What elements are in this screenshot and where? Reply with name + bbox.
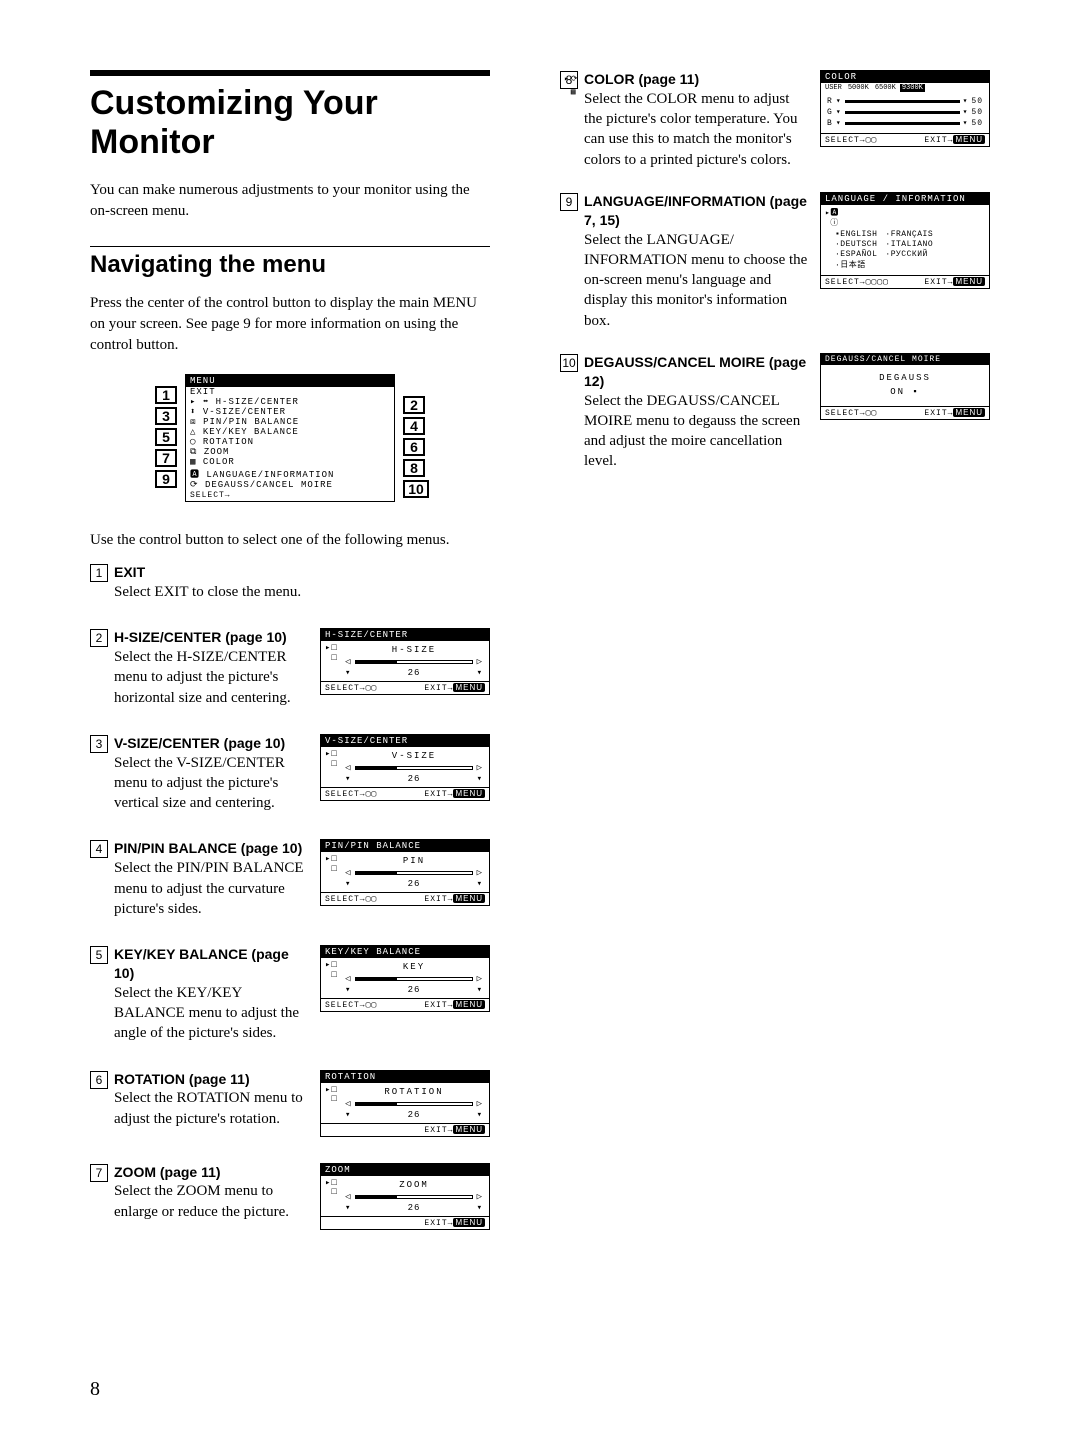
item-heading: PIN/PIN BALANCE (page 10)	[114, 839, 310, 858]
item-number: 4	[90, 840, 108, 858]
osd-title: H-SIZE/CENTER	[321, 629, 489, 641]
osd-title: KEY/KEY BALANCE	[321, 946, 489, 958]
main-menu-line: ◯ ROTATION	[186, 437, 394, 447]
item-heading: V-SIZE/CENTER (page 10)	[114, 734, 310, 753]
item-description: Select the ZOOM menu to enlarge or reduc…	[114, 1181, 310, 1222]
item-heading: EXIT	[114, 563, 490, 582]
item-heading: DEGAUSS/CANCEL MOIRE (page 12)	[584, 353, 808, 391]
callout-9: 9	[155, 470, 177, 488]
callout-7: 7	[155, 449, 177, 467]
osd-degauss: DEGAUSS/CANCEL MOIRE ▸⟳ ▦ DEGAUSS ON ▪ S…	[820, 353, 990, 420]
callout-3: 3	[155, 407, 177, 425]
main-menu-line: 🅰 LANGUAGE/INFORMATION	[186, 467, 394, 480]
item-heading: COLOR (page 11)	[584, 70, 808, 89]
item-number: 5	[90, 946, 108, 964]
item-description: Select the COLOR menu to adjust the pict…	[584, 89, 808, 170]
main-menu-line: ▦ COLOR	[186, 457, 394, 467]
osd-value: 26	[408, 668, 421, 678]
item-description: Select the PIN/PIN BALANCE menu to adjus…	[114, 858, 310, 919]
item-description: Select the H-SIZE/CENTER menu to adjust …	[114, 647, 310, 708]
callout-8: 8	[403, 459, 425, 477]
osd-language: LANGUAGE / INFORMATION ▸🅰 ⓘ ▪ENGLISH·DEU…	[820, 192, 990, 289]
callout-2: 2	[403, 396, 425, 414]
item-description: Select the LANGUAGE/ INFORMATION menu to…	[584, 230, 808, 331]
callout-10: 10	[403, 480, 429, 498]
main-menu-diagram: MENU EXIT▸ ⬌ H-SIZE/CENTER ⬍ V-SIZE/CENT…	[125, 374, 455, 514]
callout-4: 4	[403, 417, 425, 435]
osd-param-label: KEY	[345, 962, 483, 972]
osd-param-label: ROTATION	[345, 1087, 483, 1097]
main-menu-line: ⬍ V-SIZE/CENTER	[186, 407, 394, 417]
main-menu-box: MENU EXIT▸ ⬌ H-SIZE/CENTER ⬍ V-SIZE/CENT…	[185, 374, 395, 502]
osd-param-label: ZOOM	[345, 1180, 483, 1190]
osd-title: V-SIZE/CENTER	[321, 735, 489, 747]
main-menu-line: EXIT	[186, 387, 394, 397]
item-description: Select the ROTATION menu to adjust the p…	[114, 1088, 310, 1129]
thin-rule	[90, 246, 490, 247]
item-description: Select the DEGAUSS/CANCEL MOIRE menu to …	[584, 391, 808, 472]
item-description: Select the KEY/KEY BALANCE menu to adjus…	[114, 983, 310, 1044]
item-number: 9	[560, 193, 578, 211]
osd-value: 26	[408, 985, 421, 995]
osd-param-label: V-SIZE	[345, 751, 483, 761]
main-menu-line: ⧈ PIN/PIN BALANCE	[186, 417, 394, 427]
item-description: Select EXIT to close the menu.	[114, 582, 490, 602]
osd-box: H-SIZE/CENTER ▸□ □ H-SIZE ◁ ▷ ▾26▾ SELEC…	[320, 628, 490, 695]
osd-title: ZOOM	[321, 1164, 489, 1176]
top-rule	[90, 70, 490, 76]
osd-value: 26	[408, 1203, 421, 1213]
after-menu-text: Use the control button to select one of …	[90, 532, 490, 549]
item-number: 1	[90, 564, 108, 582]
osd-box: ZOOM ▸□ □ ZOOM ◁ ▷ ▾26▾ EXIT→MENU	[320, 1163, 490, 1230]
osd-value: 26	[408, 774, 421, 784]
nav-text: Press the center of the control button t…	[90, 293, 490, 356]
item-number: 10	[560, 354, 578, 372]
item-heading: LANGUAGE/INFORMATION (page 7, 15)	[584, 192, 808, 230]
item-heading: H-SIZE/CENTER (page 10)	[114, 628, 310, 647]
item-number: 7	[90, 1164, 108, 1182]
main-menu-line: ▸ ⬌ H-SIZE/CENTER	[186, 397, 394, 407]
main-menu-line: △ KEY/KEY BALANCE	[186, 427, 394, 437]
item-number: 3	[90, 735, 108, 753]
callout-5: 5	[155, 428, 177, 446]
osd-box: PIN/PIN BALANCE ▸□ □ PIN ◁ ▷ ▾26▾ SELECT…	[320, 839, 490, 906]
main-title: Customizing Your Monitor	[90, 84, 490, 162]
osd-color: COLOR USER5000K6500K9300K R▾▾50G▾▾50B▾▾5…	[820, 70, 990, 147]
osd-box: KEY/KEY BALANCE ▸□ □ KEY ◁ ▷ ▾26▾ SELECT…	[320, 945, 490, 1012]
osd-value: 26	[408, 1110, 421, 1120]
item-description: Select the V-SIZE/CENTER menu to adjust …	[114, 753, 310, 814]
item-number: 6	[90, 1071, 108, 1089]
osd-title: PIN/PIN BALANCE	[321, 840, 489, 852]
osd-value: 26	[408, 879, 421, 889]
item-heading: ZOOM (page 11)	[114, 1163, 310, 1182]
callout-1: 1	[155, 386, 177, 404]
main-menu-line: ⟳ DEGAUSS/CANCEL MOIRE	[186, 480, 394, 490]
item-heading: KEY/KEY BALANCE (page 10)	[114, 945, 310, 983]
main-menu-line: ⧉ ZOOM	[186, 447, 394, 457]
nav-heading: Navigating the menu	[90, 251, 490, 279]
osd-box: ROTATION ▸□ □ ROTATION ◁ ▷ ▾26▾ EXIT→MEN…	[320, 1070, 490, 1137]
item-number: 2	[90, 629, 108, 647]
osd-param-label: H-SIZE	[345, 645, 483, 655]
callout-6: 6	[403, 438, 425, 456]
osd-param-label: PIN	[345, 856, 483, 866]
osd-title: ROTATION	[321, 1071, 489, 1083]
intro-text: You can make numerous adjustments to you…	[90, 180, 490, 222]
main-menu-footer: SELECT→	[190, 491, 231, 500]
main-menu-title: MENU	[186, 375, 394, 387]
item-heading: ROTATION (page 11)	[114, 1070, 310, 1089]
page-number: 8	[90, 1378, 100, 1401]
osd-box: V-SIZE/CENTER ▸□ □ V-SIZE ◁ ▷ ▾26▾ SELEC…	[320, 734, 490, 801]
